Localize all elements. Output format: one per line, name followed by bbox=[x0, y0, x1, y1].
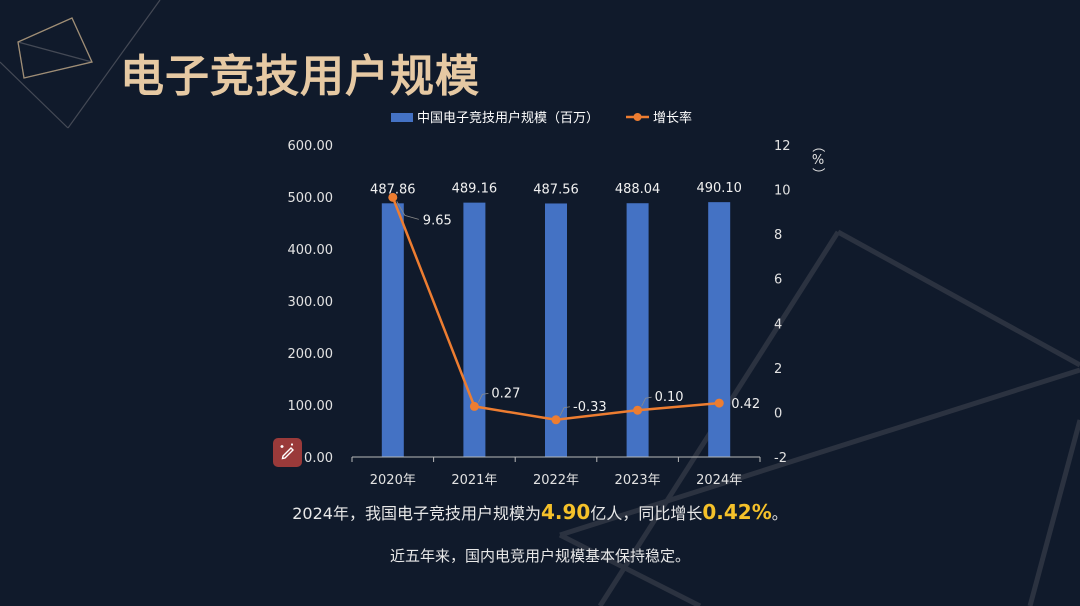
x-tick-label: 2020年 bbox=[370, 473, 416, 488]
growth-rate-point bbox=[551, 415, 561, 425]
bar-data-label: 489.16 bbox=[452, 182, 498, 197]
line-data-label: -0.33 bbox=[573, 400, 607, 415]
y-right-tick-label: 10 bbox=[774, 184, 791, 199]
bar-data-label: 487.86 bbox=[370, 182, 416, 197]
bar-data-label: 488.04 bbox=[615, 182, 661, 197]
y-right-axis-label: （ bbox=[810, 139, 825, 152]
summary-line-2: 近五年来，国内电竞用户规模基本保持稳定。 bbox=[389, 547, 690, 565]
y-left-tick-label: 0.00 bbox=[304, 451, 333, 466]
line-data-label: 0.42 bbox=[731, 397, 760, 412]
bar-data-label: 487.56 bbox=[533, 182, 579, 197]
growth-rate-point bbox=[388, 192, 398, 202]
legend-label-bar: 中国电子竞技用户规模（百万） bbox=[417, 110, 599, 126]
legend-label-line: 增长率 bbox=[653, 110, 692, 126]
y-right-axis-label: % bbox=[812, 153, 824, 168]
y-left-tick-label: 500.00 bbox=[288, 191, 334, 206]
y-right-tick-label: 0 bbox=[774, 406, 782, 421]
y-right-tick-label: -2 bbox=[774, 451, 787, 466]
y-right-tick-label: 8 bbox=[774, 228, 782, 243]
data-label-leader bbox=[478, 393, 489, 403]
y-left-tick-label: 600.00 bbox=[288, 139, 334, 154]
bar-data-label: 490.10 bbox=[696, 181, 742, 196]
summary-growth-rate: 0.42% bbox=[702, 500, 772, 524]
summary-mid: 亿人，同比增长 bbox=[590, 504, 703, 523]
x-tick-label: 2022年 bbox=[533, 473, 579, 488]
growth-rate-point bbox=[469, 401, 479, 411]
y-left-tick-label: 200.00 bbox=[288, 347, 334, 362]
summary-suffix: 。 bbox=[771, 504, 788, 523]
y-right-tick-label: 12 bbox=[774, 139, 791, 154]
bar bbox=[381, 203, 404, 457]
page-title: 电子竞技用户规模 bbox=[120, 51, 480, 102]
bar bbox=[626, 203, 649, 457]
y-left-tick-label: 400.00 bbox=[288, 243, 334, 258]
summary-prefix: 2024年，我国电子竞技用户规模为 bbox=[292, 504, 541, 523]
magic-edit-button[interactable] bbox=[273, 438, 302, 467]
y-right-tick-label: 6 bbox=[774, 273, 782, 288]
y-right-tick-label: 4 bbox=[774, 317, 782, 332]
y-left-tick-label: 100.00 bbox=[288, 399, 334, 414]
x-tick-label: 2021年 bbox=[451, 473, 497, 488]
summary-line-1: 2024年，我国电子竞技用户规模为4.90亿人，同比增长0.42%。 bbox=[0, 500, 1080, 524]
growth-rate-point bbox=[633, 405, 643, 415]
data-label-leader bbox=[396, 201, 419, 220]
legend-swatch-marker bbox=[633, 113, 642, 121]
y-left-tick-label: 300.00 bbox=[288, 295, 334, 310]
line-data-label: 0.10 bbox=[655, 390, 684, 405]
x-tick-label: 2023年 bbox=[615, 473, 661, 488]
data-label-leader bbox=[641, 396, 652, 407]
y-right-axis-label: ） bbox=[810, 167, 825, 180]
bar bbox=[708, 202, 731, 457]
y-right-tick-label: 2 bbox=[774, 362, 782, 377]
growth-rate-point bbox=[714, 398, 724, 408]
summary-user-count: 4.90 bbox=[540, 500, 591, 524]
bar bbox=[463, 202, 486, 457]
data-label-leader bbox=[559, 406, 571, 416]
line-data-label: 0.27 bbox=[491, 386, 520, 401]
x-tick-label: 2024年 bbox=[696, 473, 742, 488]
magic-edit-icon bbox=[279, 442, 297, 464]
legend-swatch-bar bbox=[391, 113, 413, 122]
line-data-label: 9.65 bbox=[423, 213, 452, 228]
bar bbox=[545, 203, 567, 457]
